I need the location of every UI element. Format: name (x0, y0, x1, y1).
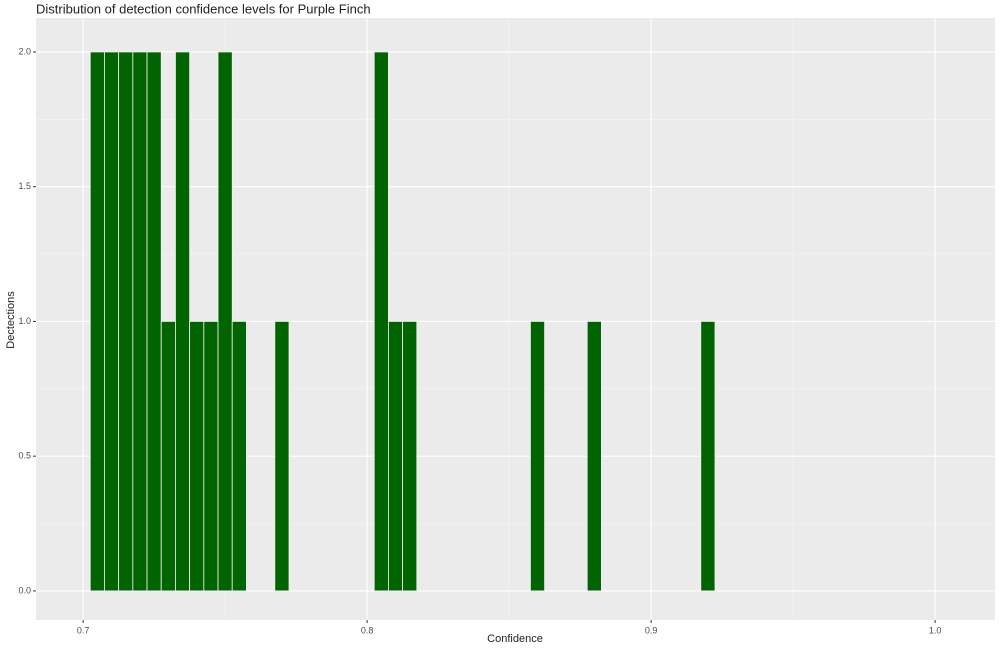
bar (586, 321, 602, 592)
bar (530, 321, 546, 592)
bar (118, 51, 134, 592)
bar (700, 321, 716, 592)
x-tick-label: 0.7 (77, 625, 90, 635)
bar (373, 51, 389, 592)
y-tick-label: 0.0 (18, 585, 31, 595)
bar (160, 321, 176, 592)
bar (189, 321, 205, 592)
bar (388, 321, 404, 592)
bar (231, 321, 247, 592)
x-tick-label: 0.9 (645, 625, 658, 635)
bar (402, 321, 418, 592)
y-tick-label: 2.0 (18, 46, 31, 56)
chart-title: Distribution of detection confidence lev… (36, 1, 371, 16)
y-tick-label: 1.5 (18, 181, 31, 191)
bar (132, 51, 148, 592)
bar (175, 51, 191, 592)
y-tick-label: 1.0 (18, 316, 31, 326)
x-axis-label: Confidence (487, 633, 543, 645)
bar (89, 51, 105, 592)
x-tick-label: 0.8 (361, 625, 374, 635)
bar (146, 51, 162, 592)
bar (203, 321, 219, 592)
y-axis-label: Dectections (5, 291, 17, 349)
bar (274, 321, 290, 592)
y-tick-label: 0.5 (18, 451, 31, 461)
bar (217, 51, 233, 592)
bar (104, 51, 120, 592)
x-tick-label: 1.0 (929, 625, 942, 635)
